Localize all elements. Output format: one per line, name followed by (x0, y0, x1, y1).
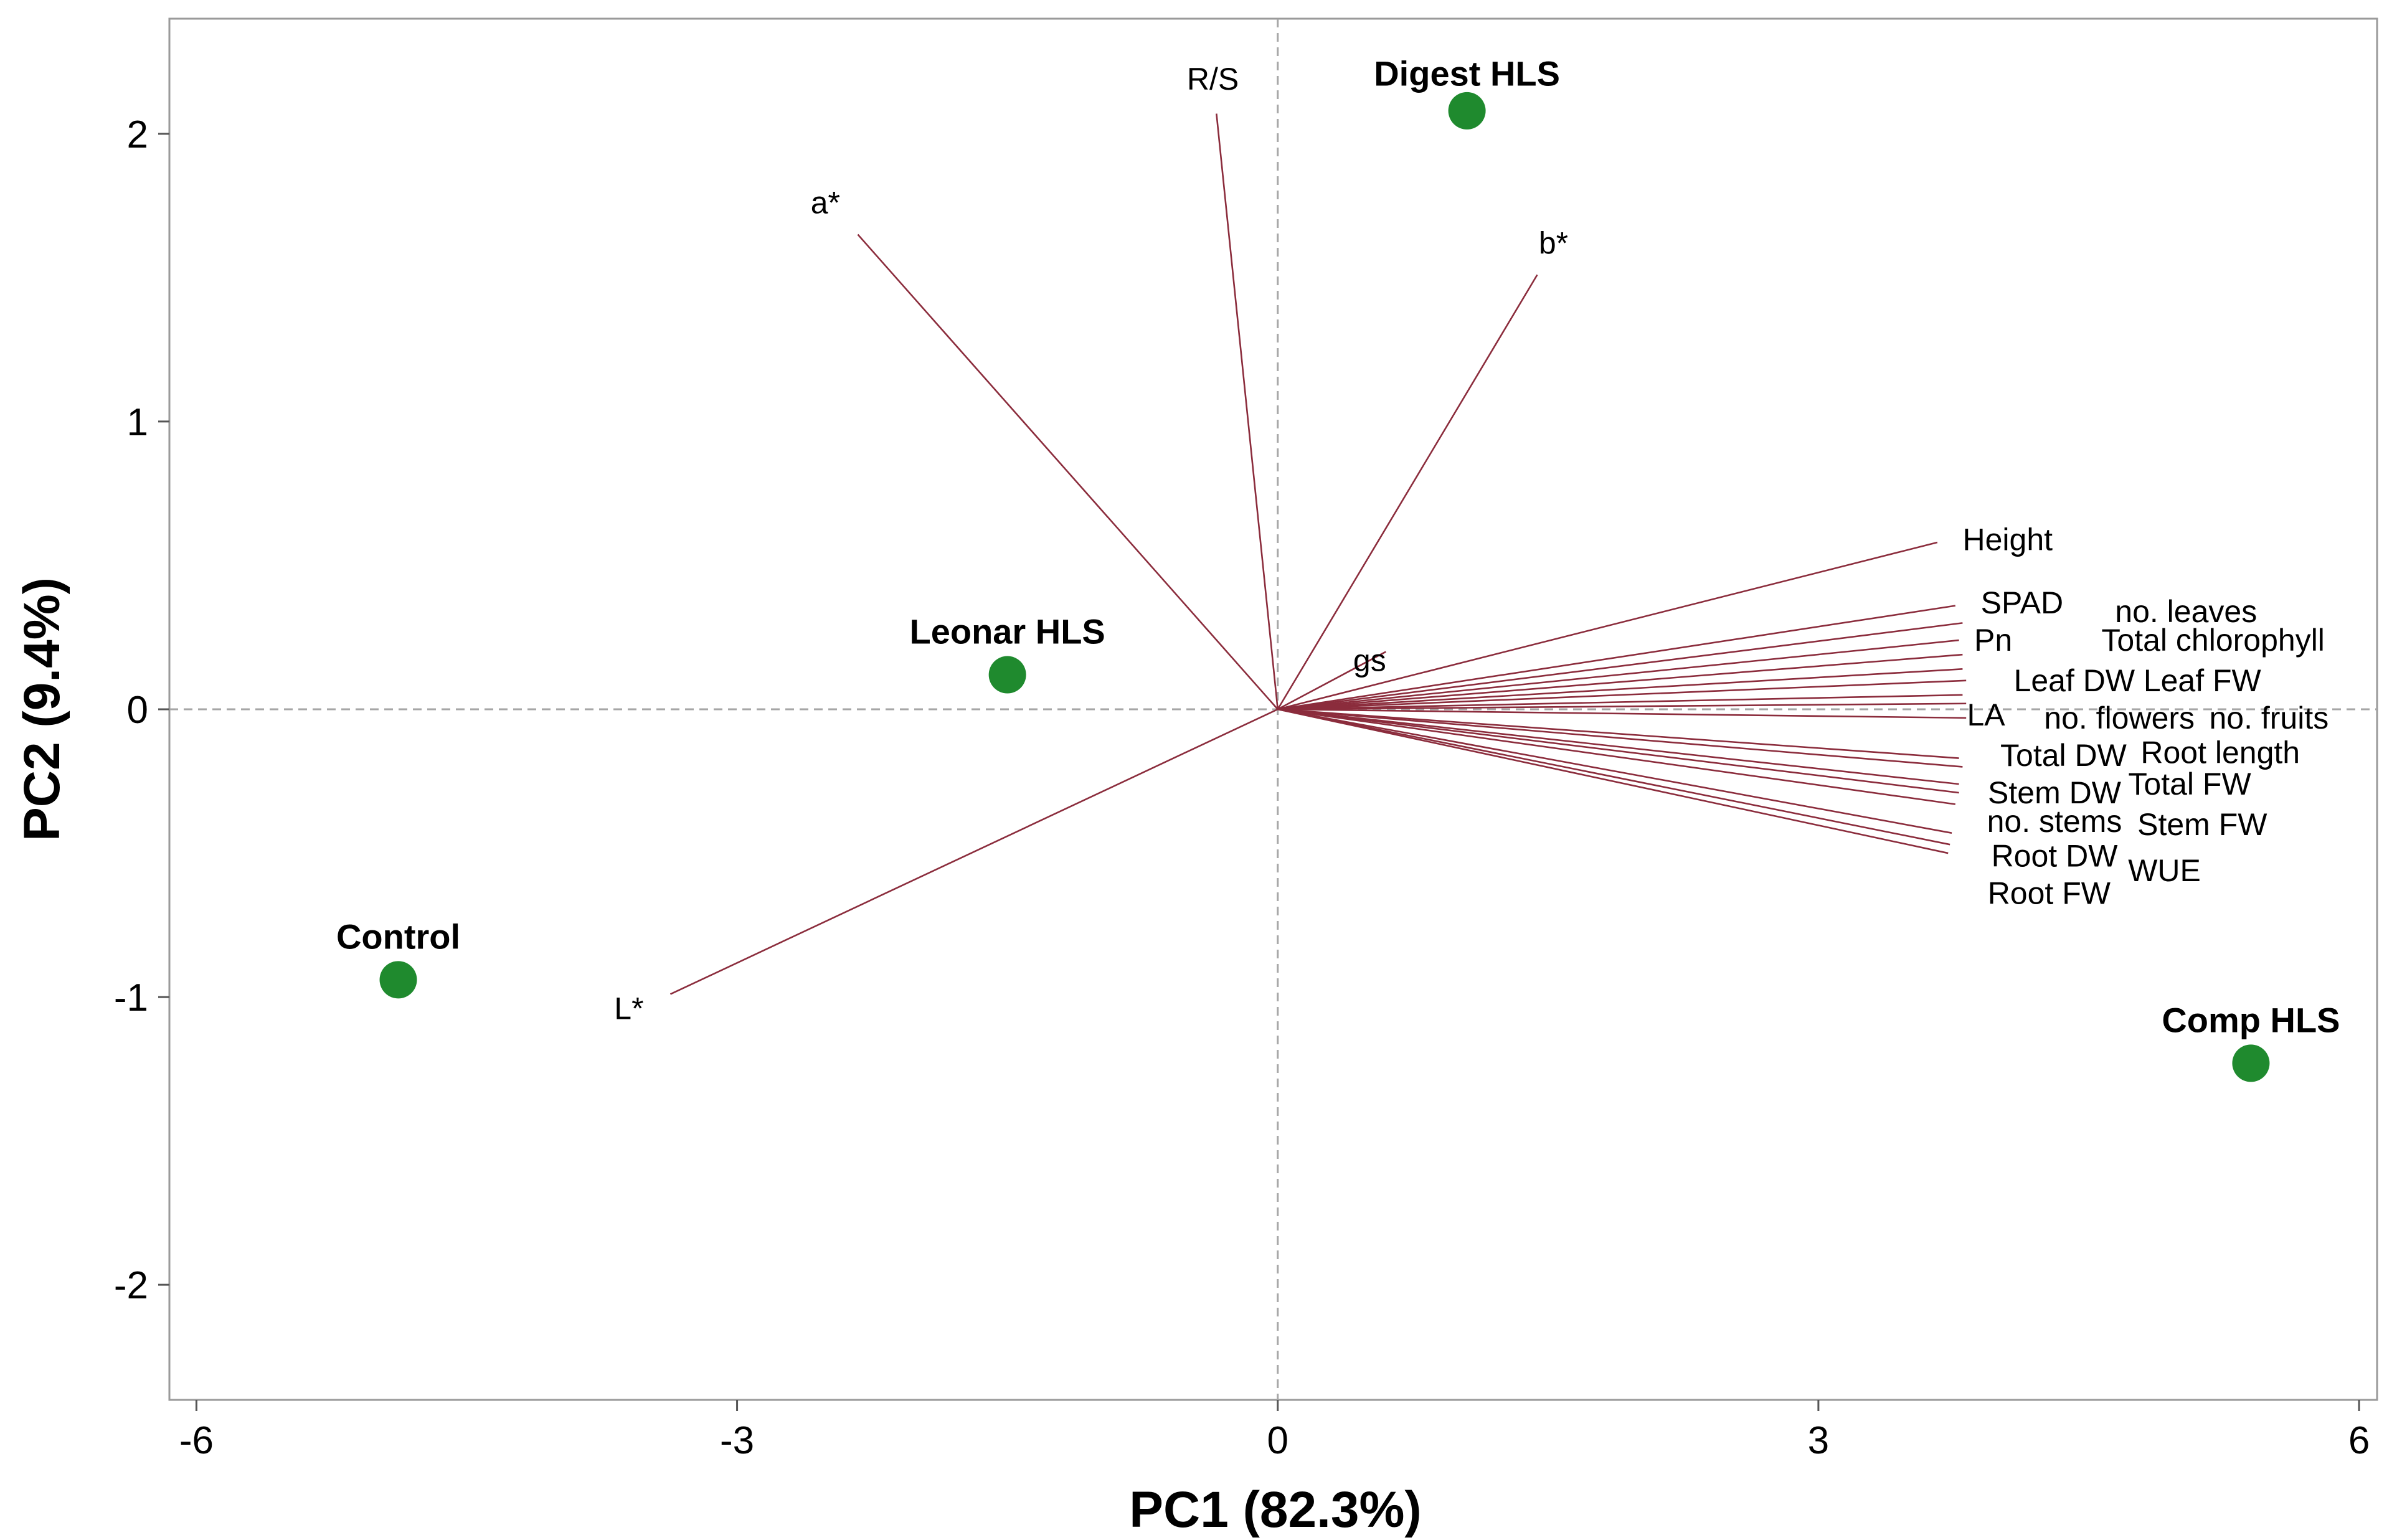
loading-vector-r-s (1216, 113, 1279, 710)
loading-vector-stem-fw (1277, 708, 1952, 834)
variable-label-la: LA (1967, 697, 2005, 732)
loading-vector-gs (1277, 651, 1386, 711)
score-point-control (379, 961, 417, 999)
variable-label-gs: gs (1353, 643, 1386, 678)
score-label-leonar-hls: Leonar HLS (910, 612, 1105, 651)
loading-vector-no-leaves (1277, 622, 1963, 711)
variable-label-stem-dw: Stem DW (1988, 775, 2122, 810)
variable-label-total-fw: Total FW (2128, 767, 2251, 801)
loading-vector-root-dw (1277, 708, 1950, 846)
variable-label-r-s: R/S (1187, 62, 1239, 97)
loading-vector-total-fw (1277, 708, 1959, 794)
point-labels: Digest HLS Leonar HLS Control Comp HLS R/S a*… (336, 54, 2340, 1039)
score-label-digest-hls: Digest HLS (1374, 54, 1560, 93)
variable-label-leaf-fw: Leaf FW (2144, 663, 2262, 698)
score-point-comp-hls (2232, 1044, 2270, 1082)
x-tick-label: 3 (1808, 1419, 1829, 1462)
loading-vector-l (669, 708, 1279, 995)
loading-vector-stem-dw (1277, 708, 1959, 785)
loading-vector-b (1277, 274, 1538, 710)
variable-label-pn: Pn (1974, 623, 2012, 658)
y-tick-label: 2 (127, 113, 148, 156)
loading-vector-wue (1277, 708, 1949, 854)
variable-label-a: a* (811, 186, 840, 220)
loading-vector-total-dw (1277, 708, 1959, 759)
variable-label-wue: WUE (2128, 853, 2201, 888)
variable-label-l: L* (614, 991, 643, 1026)
x-axis-title: PC1 (82.3%) (1129, 1481, 1421, 1538)
loading-vector-height (1277, 541, 1938, 711)
loading-vector-no-fruits (1277, 708, 1967, 719)
x-axis-ticks: -6 -3 0 3 6 (179, 1400, 2370, 1462)
variable-label-height: Height (1962, 522, 2053, 557)
score-point-digest-hls (1448, 92, 1486, 130)
x-tick-label: 0 (1267, 1419, 1288, 1462)
loading-vectors (669, 113, 1967, 995)
variable-label-root-length: Root length (2140, 735, 2300, 770)
loading-vector-leaf-dw (1277, 668, 1963, 711)
variable-label-no-flowers: no. flowers (2044, 701, 2195, 735)
loading-vector-la (1277, 694, 1963, 711)
variable-label-no-stems: no. stems (1987, 804, 2122, 839)
variable-label-total-dw: Total DW (2000, 738, 2127, 773)
loading-vector-a (857, 234, 1279, 710)
loading-vector-leaf-fw (1277, 679, 1967, 711)
variable-label-spad: SPAD (1981, 585, 2063, 620)
variable-label-root-fw: Root FW (1988, 876, 2111, 911)
loading-vector-spad (1277, 605, 1956, 711)
loading-vector-pn (1277, 639, 1959, 711)
variable-label-leaf-dw: Leaf DW (2014, 663, 2135, 698)
variable-label-total-chlorophyll: Total chlorophyll (2101, 623, 2325, 658)
y-axis-title: PC2 (9.4%) (14, 577, 70, 841)
score-point-leonar-hls (988, 656, 1026, 694)
score-points (379, 92, 2270, 1082)
variable-label-root-dw: Root DW (1992, 839, 2119, 874)
score-label-control: Control (336, 917, 460, 957)
x-tick-label: -3 (720, 1419, 754, 1462)
score-label-comp-hls: Comp HLS (2162, 1001, 2340, 1040)
loading-vector-no-flowers (1277, 702, 1967, 711)
y-tick-label: 1 (127, 401, 148, 444)
loading-vector-root-length (1277, 708, 1963, 768)
y-tick-label: 0 (127, 689, 148, 732)
x-tick-label: -6 (179, 1419, 214, 1462)
variable-label-b: b* (1539, 225, 1568, 260)
y-axis-ticks: 2 1 0 -1 -2 (114, 113, 169, 1307)
loading-vector-no-stems (1277, 708, 1956, 805)
loading-vector-total-chlorophyll (1277, 653, 1963, 711)
variable-label-no-fruits: no. fruits (2209, 701, 2328, 735)
x-tick-label: 6 (2348, 1419, 2370, 1462)
y-tick-label: -1 (114, 976, 148, 1019)
variable-label-stem-fw: Stem FW (2137, 807, 2267, 842)
y-tick-label: -2 (114, 1264, 148, 1307)
variable-label-no-leaves: no. leaves (2115, 594, 2257, 629)
